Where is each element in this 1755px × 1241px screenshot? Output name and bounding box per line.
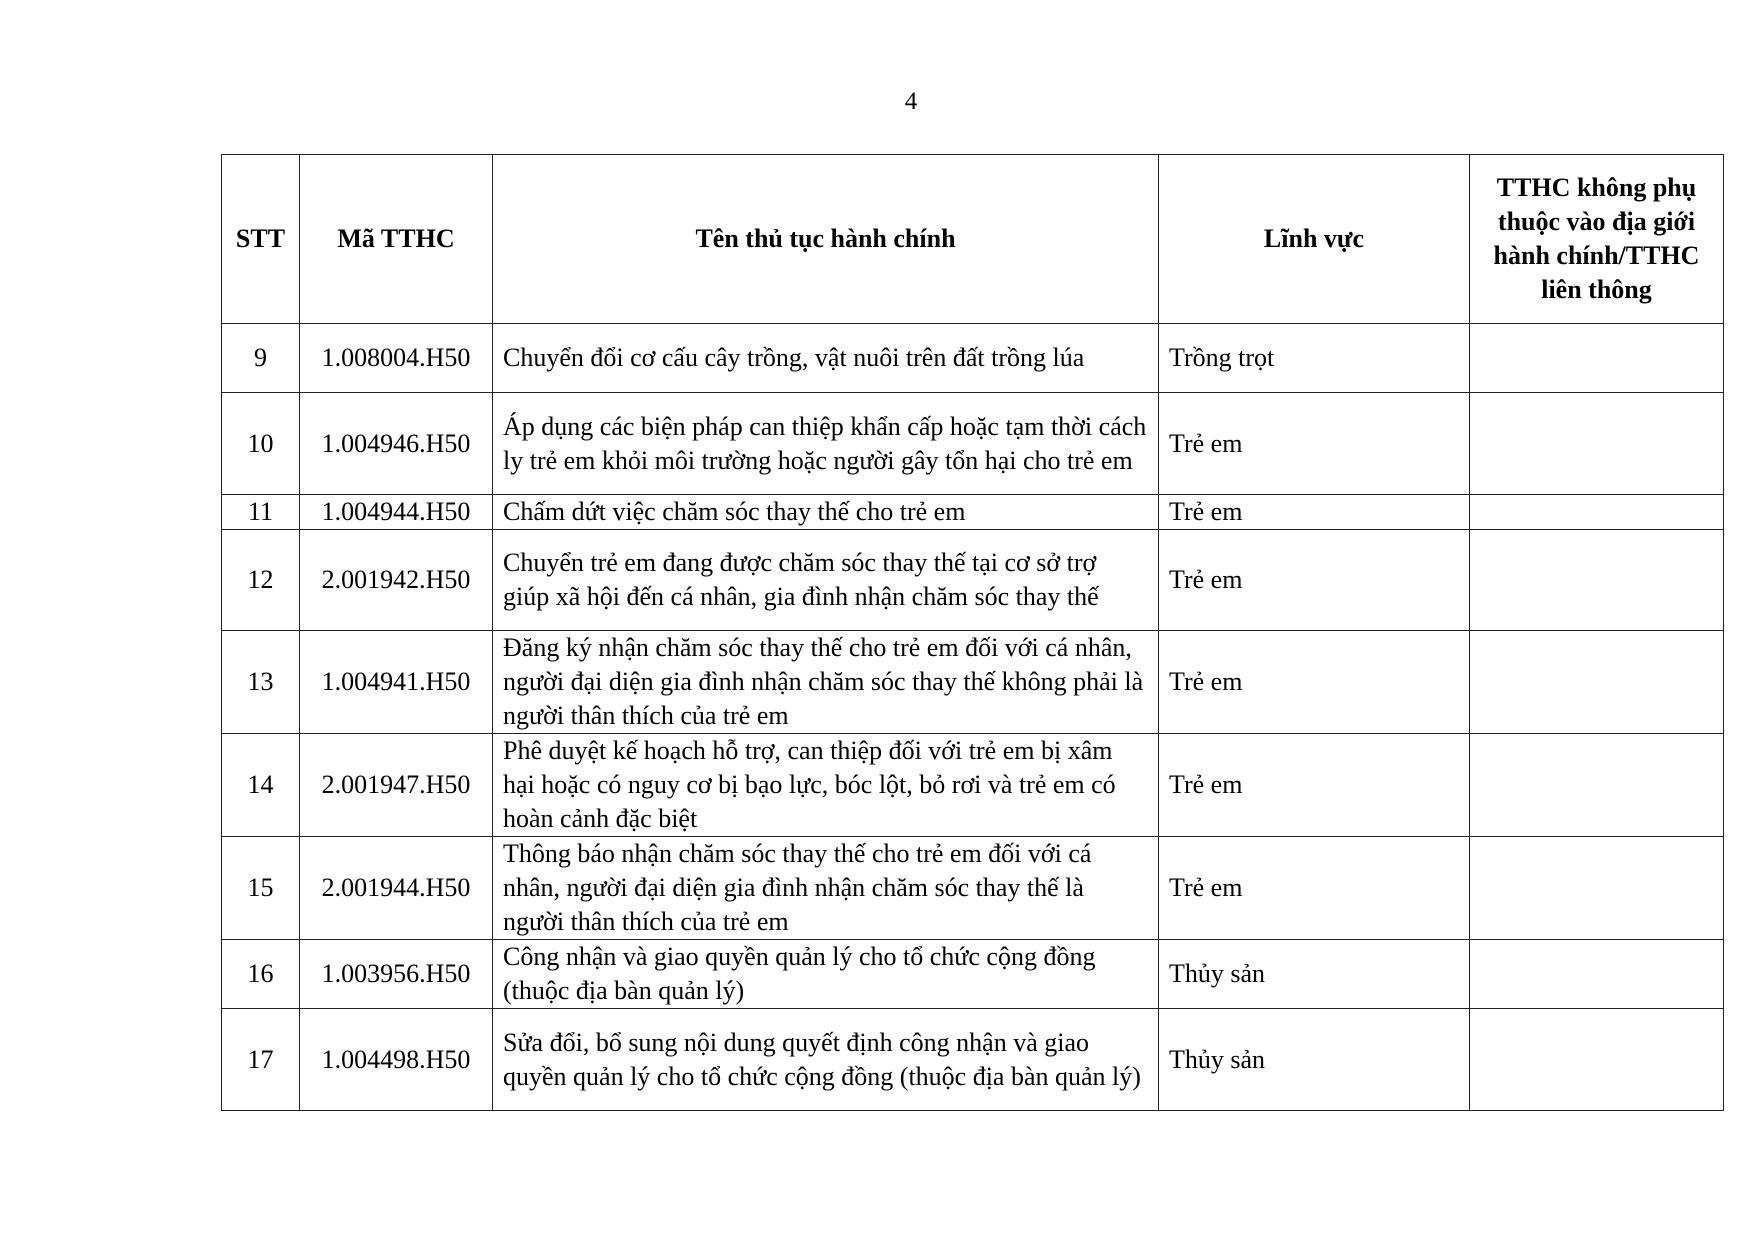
cell-field: Trẻ em bbox=[1158, 529, 1470, 631]
cell-field: Trẻ em bbox=[1158, 494, 1470, 530]
cell-code: 1.004944.H50 bbox=[299, 494, 493, 530]
cell-note bbox=[1469, 733, 1724, 837]
table-row: 16 1.003956.H50 Công nhận và giao quyền qu… bbox=[221, 939, 1724, 1009]
cell-stt: 15 bbox=[221, 836, 300, 940]
cell-field: Trồng trọt bbox=[1158, 323, 1470, 393]
procedures-table: STT Mã TTHC Tên thủ tục hành chính Lĩnh … bbox=[221, 154, 1724, 1111]
table-row: 11 1.004944.H50 Chấm dứt việc chăm sóc tha… bbox=[221, 494, 1724, 530]
cell-note bbox=[1469, 1008, 1724, 1111]
cell-stt: 17 bbox=[221, 1008, 300, 1111]
cell-code: 2.001944.H50 bbox=[299, 836, 493, 940]
table-row: 14 2.001947.H50 Phê duyệt kế hoạch hỗ trợ,… bbox=[221, 733, 1724, 837]
table-row: 17 1.004498.H50 Sửa đổi, bổ sung nội dung … bbox=[221, 1008, 1724, 1111]
cell-stt: 9 bbox=[221, 323, 300, 393]
table-row: 12 2.001942.H50 Chuyển trẻ em đang được ch… bbox=[221, 529, 1724, 631]
header-code: Mã TTHC bbox=[299, 154, 493, 324]
cell-name: Đăng ký nhận chăm sóc thay thế cho trẻ e… bbox=[492, 630, 1159, 734]
cell-note bbox=[1469, 392, 1724, 495]
cell-note bbox=[1469, 939, 1724, 1009]
table-row: 15 2.001944.H50 Thông báo nhận chăm sóc th… bbox=[221, 836, 1724, 940]
cell-field: Trẻ em bbox=[1158, 836, 1470, 940]
table-header-row: STT Mã TTHC Tên thủ tục hành chính Lĩnh … bbox=[221, 154, 1724, 324]
table-row: 10 1.004946.H50 Áp dụng các biện pháp can … bbox=[221, 392, 1724, 495]
header-stt: STT bbox=[221, 154, 300, 324]
cell-code: 2.001947.H50 bbox=[299, 733, 493, 837]
cell-stt: 11 bbox=[221, 494, 300, 530]
cell-name: Chuyển trẻ em đang được chăm sóc thay th… bbox=[492, 529, 1159, 631]
cell-name: Chấm dứt việc chăm sóc thay thế cho trẻ … bbox=[492, 494, 1159, 530]
cell-name: Phê duyệt kế hoạch hỗ trợ, can thiệp đối… bbox=[492, 733, 1159, 837]
table-row: 13 1.004941.H50 Đăng ký nhận chăm sóc thay… bbox=[221, 630, 1724, 734]
cell-note bbox=[1469, 836, 1724, 940]
cell-field: Thủy sản bbox=[1158, 1008, 1470, 1111]
cell-name: Chuyển đổi cơ cấu cây trồng, vật nuôi tr… bbox=[492, 323, 1159, 393]
header-field: Lĩnh vực bbox=[1158, 154, 1470, 324]
page-number: 4 bbox=[904, 88, 918, 115]
cell-code: 1.004498.H50 bbox=[299, 1008, 493, 1111]
cell-code: 2.001942.H50 bbox=[299, 529, 493, 631]
cell-code: 1.004946.H50 bbox=[299, 392, 493, 495]
cell-stt: 12 bbox=[221, 529, 300, 631]
cell-note bbox=[1469, 529, 1724, 631]
cell-code: 1.003956.H50 bbox=[299, 939, 493, 1009]
cell-name: Thông báo nhận chăm sóc thay thế cho trẻ… bbox=[492, 836, 1159, 940]
header-note: TTHC không phụ thuộc vào địa giới hành c… bbox=[1469, 154, 1724, 324]
cell-field: Trẻ em bbox=[1158, 392, 1470, 495]
cell-note bbox=[1469, 494, 1724, 530]
cell-name: Công nhận và giao quyền quản lý cho tổ c… bbox=[492, 939, 1159, 1009]
cell-field: Thủy sản bbox=[1158, 939, 1470, 1009]
cell-note bbox=[1469, 630, 1724, 734]
cell-stt: 14 bbox=[221, 733, 300, 837]
cell-code: 1.004941.H50 bbox=[299, 630, 493, 734]
cell-stt: 13 bbox=[221, 630, 300, 734]
cell-name: Áp dụng các biện pháp can thiệp khẩn cấp… bbox=[492, 392, 1159, 495]
cell-name: Sửa đổi, bổ sung nội dung quyết định côn… bbox=[492, 1008, 1159, 1111]
cell-note bbox=[1469, 323, 1724, 393]
header-name: Tên thủ tục hành chính bbox=[492, 154, 1159, 324]
cell-stt: 16 bbox=[221, 939, 300, 1009]
cell-field: Trẻ em bbox=[1158, 630, 1470, 734]
cell-code: 1.008004.H50 bbox=[299, 323, 493, 393]
cell-field: Trẻ em bbox=[1158, 733, 1470, 837]
table-row: 9 1.008004.H50 Chuyển đổi cơ cấu cây trồng… bbox=[221, 323, 1724, 393]
cell-stt: 10 bbox=[221, 392, 300, 495]
